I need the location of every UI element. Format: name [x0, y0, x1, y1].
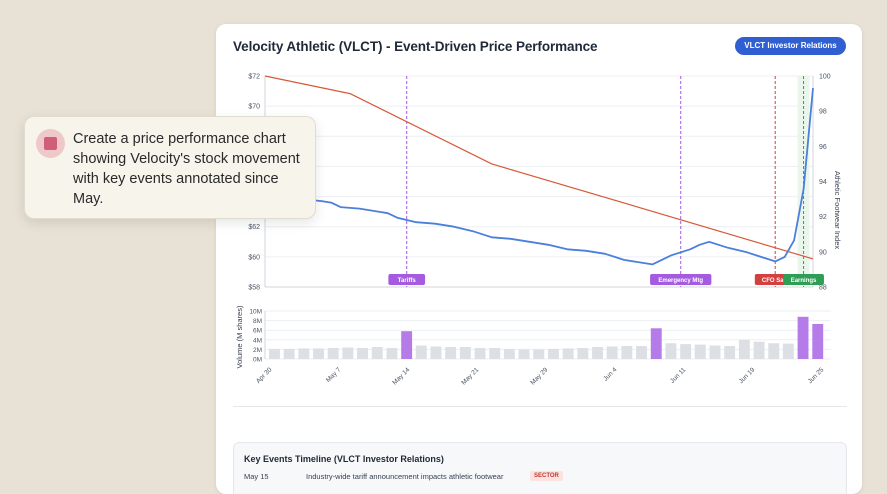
volume-bar — [313, 348, 324, 359]
volume-bar — [533, 349, 545, 359]
chart-card: Velocity Athletic (VLCT) - Event-Driven … — [216, 24, 862, 494]
right-tick-label: 88 — [819, 285, 827, 292]
event-label-bg — [388, 274, 426, 285]
event-label: Emergency Mtg — [658, 278, 703, 284]
volume-axis-label: Volume (M shares) — [235, 305, 244, 368]
left-tick-label: $60 — [248, 254, 260, 261]
volume-bar — [548, 348, 559, 359]
volume-bar — [782, 343, 794, 359]
right-axis-label: Athletic Footwear Index — [833, 171, 842, 250]
right-tick-label: 90 — [819, 249, 827, 256]
x-tick-label: Apr 30 — [255, 366, 274, 385]
volume-bar — [577, 348, 589, 359]
left-tick-label: $58 — [248, 285, 260, 292]
event-label: Earnings — [791, 278, 817, 284]
chart-title: Velocity Athletic (VLCT) - Event-Driven … — [233, 39, 598, 54]
volume-bar — [665, 343, 677, 359]
volume-bar — [283, 348, 295, 359]
right-tick-label: 98 — [819, 109, 827, 116]
volume-bar — [724, 346, 736, 359]
prompt-text: Create a price performance chart showing… — [73, 131, 300, 207]
legend-divider — [233, 406, 847, 407]
volume-bar — [606, 346, 618, 359]
volume-bar — [650, 328, 662, 359]
volume-bar — [753, 341, 765, 359]
volume-bar — [636, 346, 647, 359]
volume-bar — [797, 316, 809, 359]
volume-bar — [415, 345, 427, 359]
x-tick-label: Jun 25 — [807, 366, 826, 385]
volume-bar — [812, 324, 824, 359]
volume-bar — [518, 349, 530, 359]
prompt-icon-badge — [36, 129, 65, 158]
volume-tick-label: 2M — [253, 347, 262, 354]
right-tick-label: 94 — [819, 179, 827, 186]
volume-bar — [489, 348, 501, 359]
x-tick-label: Jun 19 — [738, 366, 757, 385]
timeline-title: Key Events Timeline (VLCT Investor Relat… — [244, 454, 444, 464]
volume-bar — [459, 347, 471, 359]
x-tick-label: Jun 4 — [602, 366, 618, 382]
event-label-bg — [783, 274, 824, 285]
right-tick-label: 92 — [819, 214, 827, 221]
left-tick-label: $70 — [248, 104, 260, 111]
volume-bar — [709, 345, 721, 359]
timeline-row-badge: SECTOR — [530, 471, 563, 481]
volume-tick-label: 10M — [249, 309, 262, 316]
volume-bar — [562, 348, 574, 359]
x-tick-label: May 21 — [460, 366, 480, 386]
volume-bar — [430, 346, 442, 359]
x-tick-label: May 7 — [325, 366, 343, 384]
left-tick-label: $72 — [248, 74, 260, 81]
x-tick-label: Jun 11 — [669, 366, 688, 385]
volume-bar — [371, 347, 383, 359]
volume-bar — [342, 347, 354, 359]
volume-tick-label: 8M — [253, 318, 262, 325]
volume-bar — [680, 344, 692, 359]
timeline-row-text: Industry-wide tariff announcement impact… — [306, 472, 504, 481]
volume-bar — [768, 343, 780, 359]
events-timeline: Key Events Timeline (VLCT Investor Relat… — [233, 442, 847, 494]
volume-bar — [298, 348, 310, 359]
price-line — [264, 88, 814, 266]
volume-tick-label: 0M — [253, 357, 262, 364]
x-tick-label: May 14 — [391, 366, 411, 386]
volume-bar — [269, 348, 280, 359]
volume-bar — [474, 348, 486, 359]
x-tick-label: May 29 — [529, 366, 549, 386]
volume-bar — [503, 348, 515, 359]
event-label: Tariffs — [398, 278, 417, 284]
event-label-bg — [650, 274, 712, 285]
left-tick-label: $62 — [248, 224, 260, 231]
volume-bar — [327, 348, 339, 359]
volume-tick-label: 4M — [253, 337, 262, 344]
price-chart: Tariffs Emergency Mtg CFO Sale Earnings $72… — [235, 74, 842, 387]
right-tick-label: 100 — [819, 74, 831, 81]
index-line — [264, 75, 814, 260]
timeline-row-date: May 15 — [244, 472, 269, 481]
volume-bar — [357, 348, 368, 359]
volume-bar — [738, 339, 750, 359]
volume-bar — [445, 347, 457, 359]
investor-relations-button[interactable]: VLCT Investor Relations — [735, 37, 846, 55]
volume-bar — [401, 331, 413, 359]
right-tick-label: 96 — [819, 144, 827, 151]
prompt-tooltip: Create a price performance chart showing… — [24, 116, 316, 219]
volume-tick-label: 6M — [253, 328, 262, 335]
square-icon — [44, 137, 57, 150]
volume-bar — [592, 347, 603, 359]
volume-bar — [386, 348, 398, 359]
volume-bar — [621, 346, 633, 359]
event-label: CFO Sale — [762, 278, 789, 284]
volume-bar — [694, 344, 706, 359]
